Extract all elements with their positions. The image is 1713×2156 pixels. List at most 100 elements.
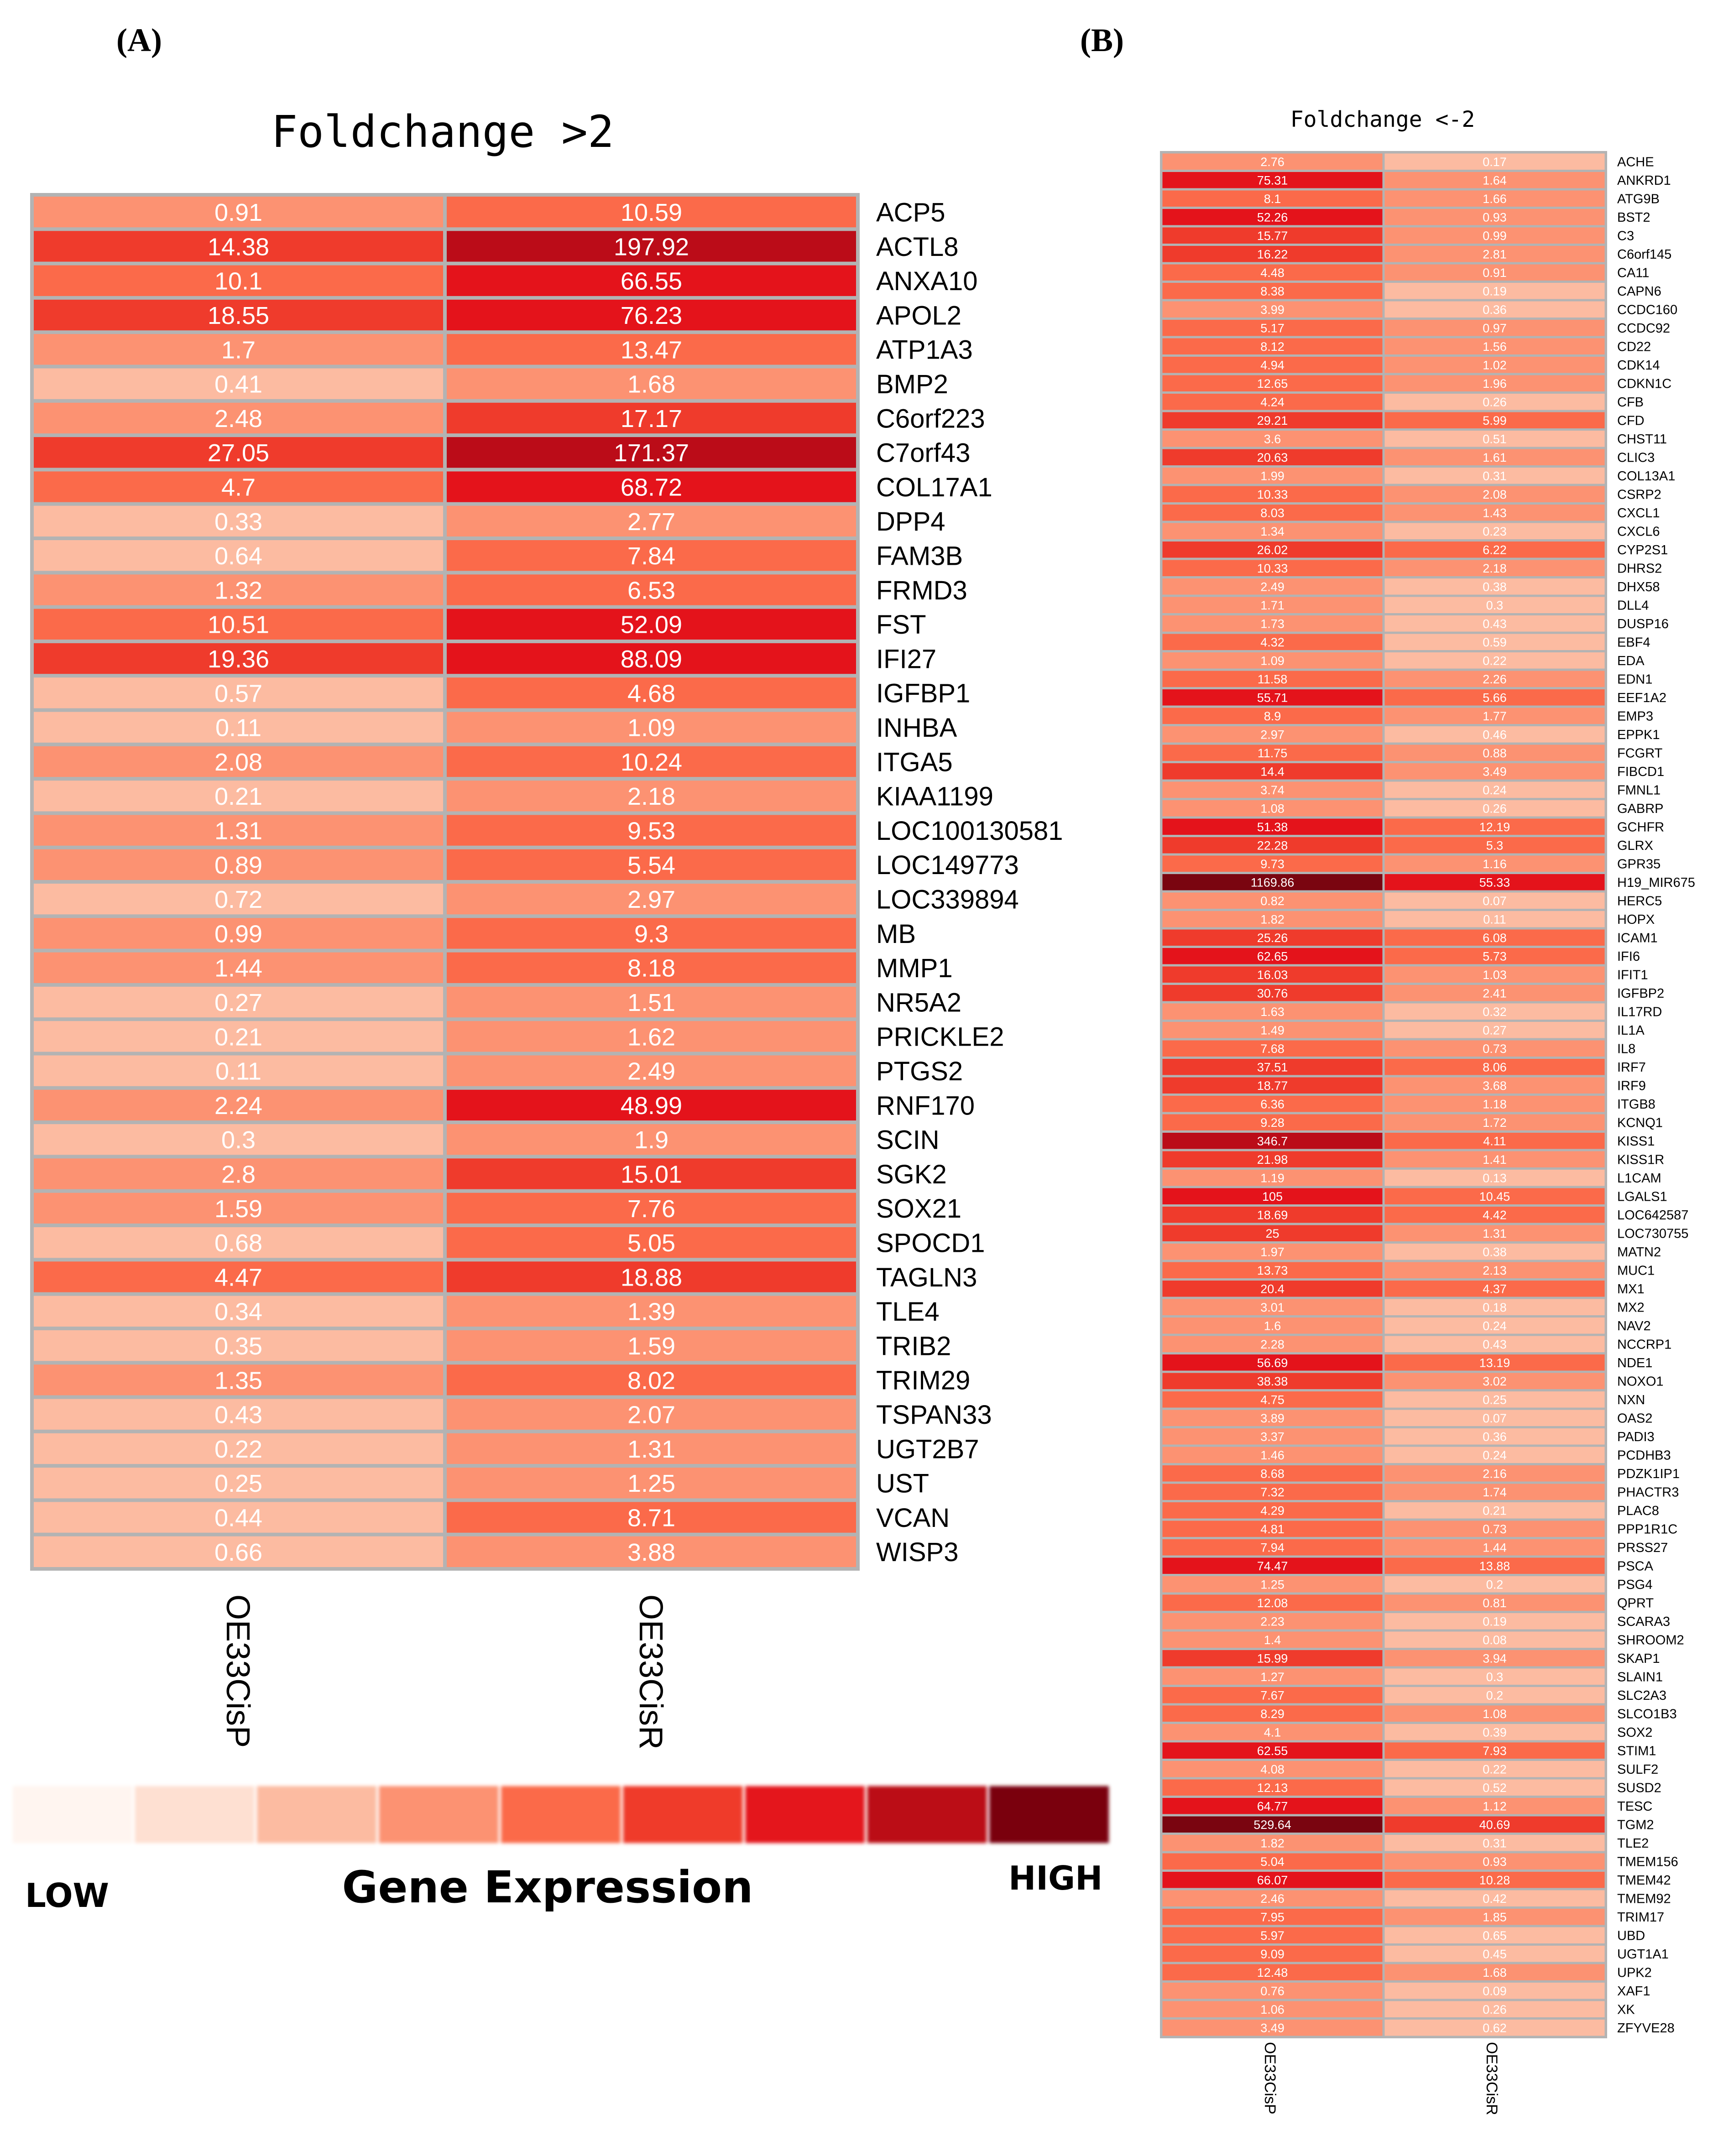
heatmap-cell [1384, 1354, 1605, 1371]
heatmap-cell [1384, 1539, 1605, 1556]
gene-label: EMP3 [1617, 709, 1653, 724]
gene-label: UST [876, 1469, 929, 1499]
legend-swatch [989, 1786, 1109, 1843]
cell-value-label: 0.99 [214, 920, 262, 948]
heatmap-cell [1162, 190, 1383, 207]
heatmap-cell [1162, 1521, 1383, 1537]
cell-value-label: 3.74 [1260, 783, 1285, 797]
cell-value-label: 4.11 [1483, 1134, 1506, 1148]
cell-value-label: 0.2 [1486, 1578, 1504, 1591]
heatmap-cell [1384, 542, 1605, 558]
heatmap-cell [447, 1296, 856, 1327]
cell-value-label: 17.17 [621, 405, 682, 432]
cell-value-label: 0.3 [221, 1126, 256, 1154]
gene-label: VCAN [876, 1503, 950, 1533]
heatmap-a-frame [30, 193, 860, 1571]
gene-label: CAPN6 [1617, 284, 1661, 299]
cell-value-label: 3.99 [1260, 303, 1285, 317]
cell-value-label: 52.26 [1257, 210, 1288, 224]
cell-value-label: 10.45 [1479, 1190, 1510, 1203]
cell-value-label: 7.94 [1260, 1541, 1285, 1554]
cell-value-label: 1.66 [1483, 192, 1507, 206]
gene-label: ICAM1 [1617, 931, 1658, 946]
gene-label: TLE4 [876, 1297, 940, 1327]
cell-value-label: 0.59 [1483, 635, 1507, 649]
cell-value-label: 1.31 [214, 817, 262, 844]
cell-value-label: 8.18 [627, 955, 675, 982]
heatmap-cell [1162, 671, 1383, 687]
cell-value-label: 0.13 [1483, 1171, 1507, 1185]
cell-value-label: 0.43 [1483, 1338, 1507, 1351]
heatmap-cell [1384, 301, 1605, 318]
heatmap-cell [34, 1399, 443, 1430]
cell-value-label: 8.06 [1483, 1060, 1507, 1074]
gene-label: CXCL6 [1617, 525, 1660, 539]
gene-label: ANKRD1 [1617, 173, 1671, 188]
gene-label: SPOCD1 [876, 1229, 985, 1258]
heatmap-cell [1162, 320, 1383, 336]
gene-label: TMEM42 [1617, 1873, 1671, 1888]
cell-value-label: 2.24 [214, 1092, 262, 1120]
gene-label: NAV2 [1617, 1319, 1651, 1333]
cell-value-label: 0.43 [1483, 617, 1507, 630]
heatmap-cell [1384, 726, 1605, 743]
cell-value-label: 1.43 [1483, 506, 1507, 520]
cell-value-label: 62.55 [1257, 1744, 1288, 1758]
heatmap-cell [1162, 394, 1383, 410]
gene-label: CXCL1 [1617, 506, 1660, 521]
heatmap-cell [1162, 1576, 1383, 1593]
heatmap-cell [1162, 1484, 1383, 1500]
cell-value-label: 6.53 [627, 577, 675, 604]
gene-label: BST2 [1617, 210, 1650, 225]
cell-value-label: 0.27 [1483, 1023, 1507, 1037]
heatmap-cell [1162, 1059, 1383, 1075]
legend-high-label: HIGH [1008, 1859, 1102, 1897]
cell-value-label: 29.21 [1257, 414, 1288, 427]
legend-swatch [135, 1786, 255, 1843]
legend-swatch [745, 1786, 865, 1843]
gene-label: FMNL1 [1617, 783, 1661, 798]
heatmap-cell [1384, 227, 1605, 244]
cell-value-label: 16.03 [1257, 968, 1288, 982]
cell-value-label: 1.74 [1483, 1485, 1507, 1499]
cell-value-label: 0.22 [1483, 1762, 1507, 1776]
cell-value-label: 0.38 [1483, 1245, 1507, 1259]
heatmap-cell [34, 1089, 443, 1121]
gene-label: TMEM156 [1617, 1855, 1678, 1870]
gene-label: SLC2A3 [1617, 1688, 1666, 1703]
cell-value-label: 1.12 [1483, 1799, 1507, 1813]
gene-label: DHRS2 [1617, 562, 1662, 576]
heatmap-cell [1384, 763, 1605, 780]
cell-value-label: 1.16 [1483, 857, 1507, 871]
gene-label: FAM3B [876, 542, 963, 571]
cell-value-label: 5.66 [1483, 691, 1507, 704]
heatmap-cell [34, 505, 443, 536]
heatmap-cell [1384, 1798, 1605, 1814]
legend-swatch [623, 1786, 743, 1843]
gene-label: PADI3 [1617, 1430, 1655, 1444]
gene-label: ZFYVE28 [1617, 2021, 1675, 2036]
gene-label: LOC149773 [876, 850, 1019, 880]
heatmap-cell [1162, 2020, 1383, 2036]
cell-value-label: 0.09 [1483, 1984, 1507, 1998]
heatmap-cell [447, 1468, 856, 1499]
cell-value-label: 0.64 [214, 542, 262, 570]
cell-value-label: 1.35 [214, 1367, 262, 1394]
gene-label: INHBA [876, 713, 957, 743]
heatmap-cell [447, 437, 856, 468]
gene-label: BMP2 [876, 370, 948, 399]
heatmap-b-frame [1160, 151, 1607, 2038]
cell-value-label: 0.89 [214, 852, 262, 879]
cell-value-label: 18.69 [1257, 1208, 1288, 1222]
gene-label: FCGRT [1617, 746, 1663, 761]
cell-value-label: 12.48 [1257, 1966, 1288, 1979]
heatmap-b: 2.76 0.17 ACHE 75.31 1.64 ANKRD1 8.1 1.66 ATG9B 5… [1160, 151, 1695, 2038]
heatmap-cell [447, 1021, 856, 1052]
cell-value-label: 0.26 [1483, 802, 1507, 815]
heatmap-cell [1162, 1613, 1383, 1630]
legend-swatch [257, 1786, 376, 1843]
cell-value-label: 1.19 [1260, 1171, 1285, 1185]
cell-value-label: 10.33 [1257, 488, 1288, 501]
cell-value-label: 13.19 [1479, 1356, 1510, 1370]
cell-value-label: 1.49 [1260, 1023, 1285, 1037]
